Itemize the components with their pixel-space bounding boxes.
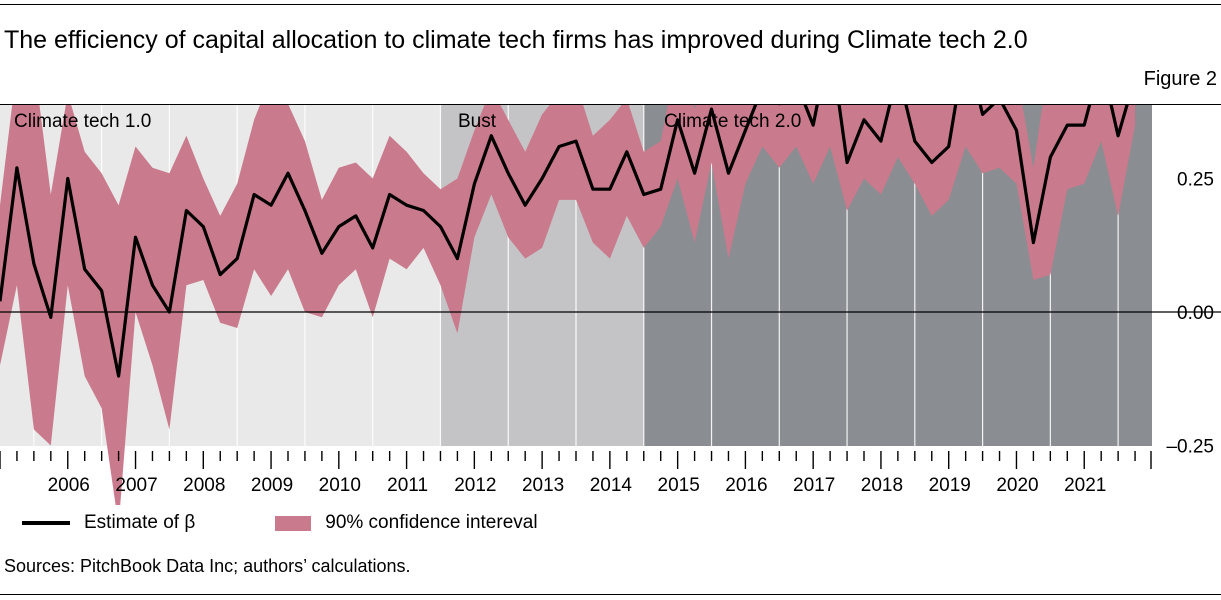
x-tick-label: 2020 xyxy=(996,475,1038,496)
x-tick-label: 2010 xyxy=(319,475,361,496)
y-tick-label: 0.25 xyxy=(1177,170,1214,191)
x-tick-label: 2009 xyxy=(251,475,293,496)
page-title: The efficiency of capital allocation to … xyxy=(4,26,1028,54)
legend-label-estimate: Estimate of β xyxy=(84,512,196,533)
legend-item-estimate: Estimate of β xyxy=(22,512,195,534)
confidence-band-area xyxy=(0,105,1136,505)
legend-label-band: 90% confidence intereval xyxy=(325,512,538,533)
sources-note: Sources: PitchBook Data Inc; authors’ ca… xyxy=(4,556,411,576)
x-tick-label: 2008 xyxy=(183,475,225,496)
line-swatch-icon xyxy=(22,521,70,525)
figure-label: Figure 2 xyxy=(1143,68,1217,90)
estimate-series-line xyxy=(0,105,1129,378)
x-tick-label: 2014 xyxy=(590,475,633,496)
x-tick-label: 2007 xyxy=(115,475,157,496)
band-swatch-icon xyxy=(275,515,312,531)
legend: Estimate of β 90% confidence intereval xyxy=(22,512,618,534)
title-rule xyxy=(0,104,1221,105)
y-tick-label: –0.25 xyxy=(1166,437,1214,458)
x-tick-label: 2015 xyxy=(658,475,700,496)
x-tick-label: 2021 xyxy=(1064,475,1106,496)
x-tick-label: 2006 xyxy=(48,475,90,496)
y-tick-label: 0.00 xyxy=(1177,303,1214,324)
x-tick-label: 2018 xyxy=(861,475,903,496)
period-label-0: Climate tech 1.0 xyxy=(14,111,151,132)
period-label-1: Bust xyxy=(458,111,497,132)
x-axis: 2006 2007 2008 2009 2010 2011 2012 2013 2014 2015… xyxy=(0,451,1152,496)
x-tick-label: 2017 xyxy=(793,475,835,496)
x-tick-label: 2016 xyxy=(725,475,767,496)
estimate-line xyxy=(0,105,1129,378)
x-tick-label: 2011 xyxy=(387,475,428,496)
x-tick-label: 2019 xyxy=(929,475,971,496)
x-tick-label: 2013 xyxy=(522,475,564,496)
y-axis-labels: 0.500.250.00–0.25–0.50 xyxy=(1166,170,1214,458)
period-label-2: Climate tech 2.0 xyxy=(664,111,801,132)
x-tick-label: 2012 xyxy=(454,475,496,496)
bottom-rule xyxy=(0,594,1221,595)
period-labels: Climate tech 1.0 Bust Climate tech 2.0 xyxy=(14,111,801,132)
top-rule xyxy=(0,4,1221,5)
confidence-band xyxy=(0,105,1136,505)
legend-item-band: 90% confidence intereval xyxy=(275,512,538,534)
